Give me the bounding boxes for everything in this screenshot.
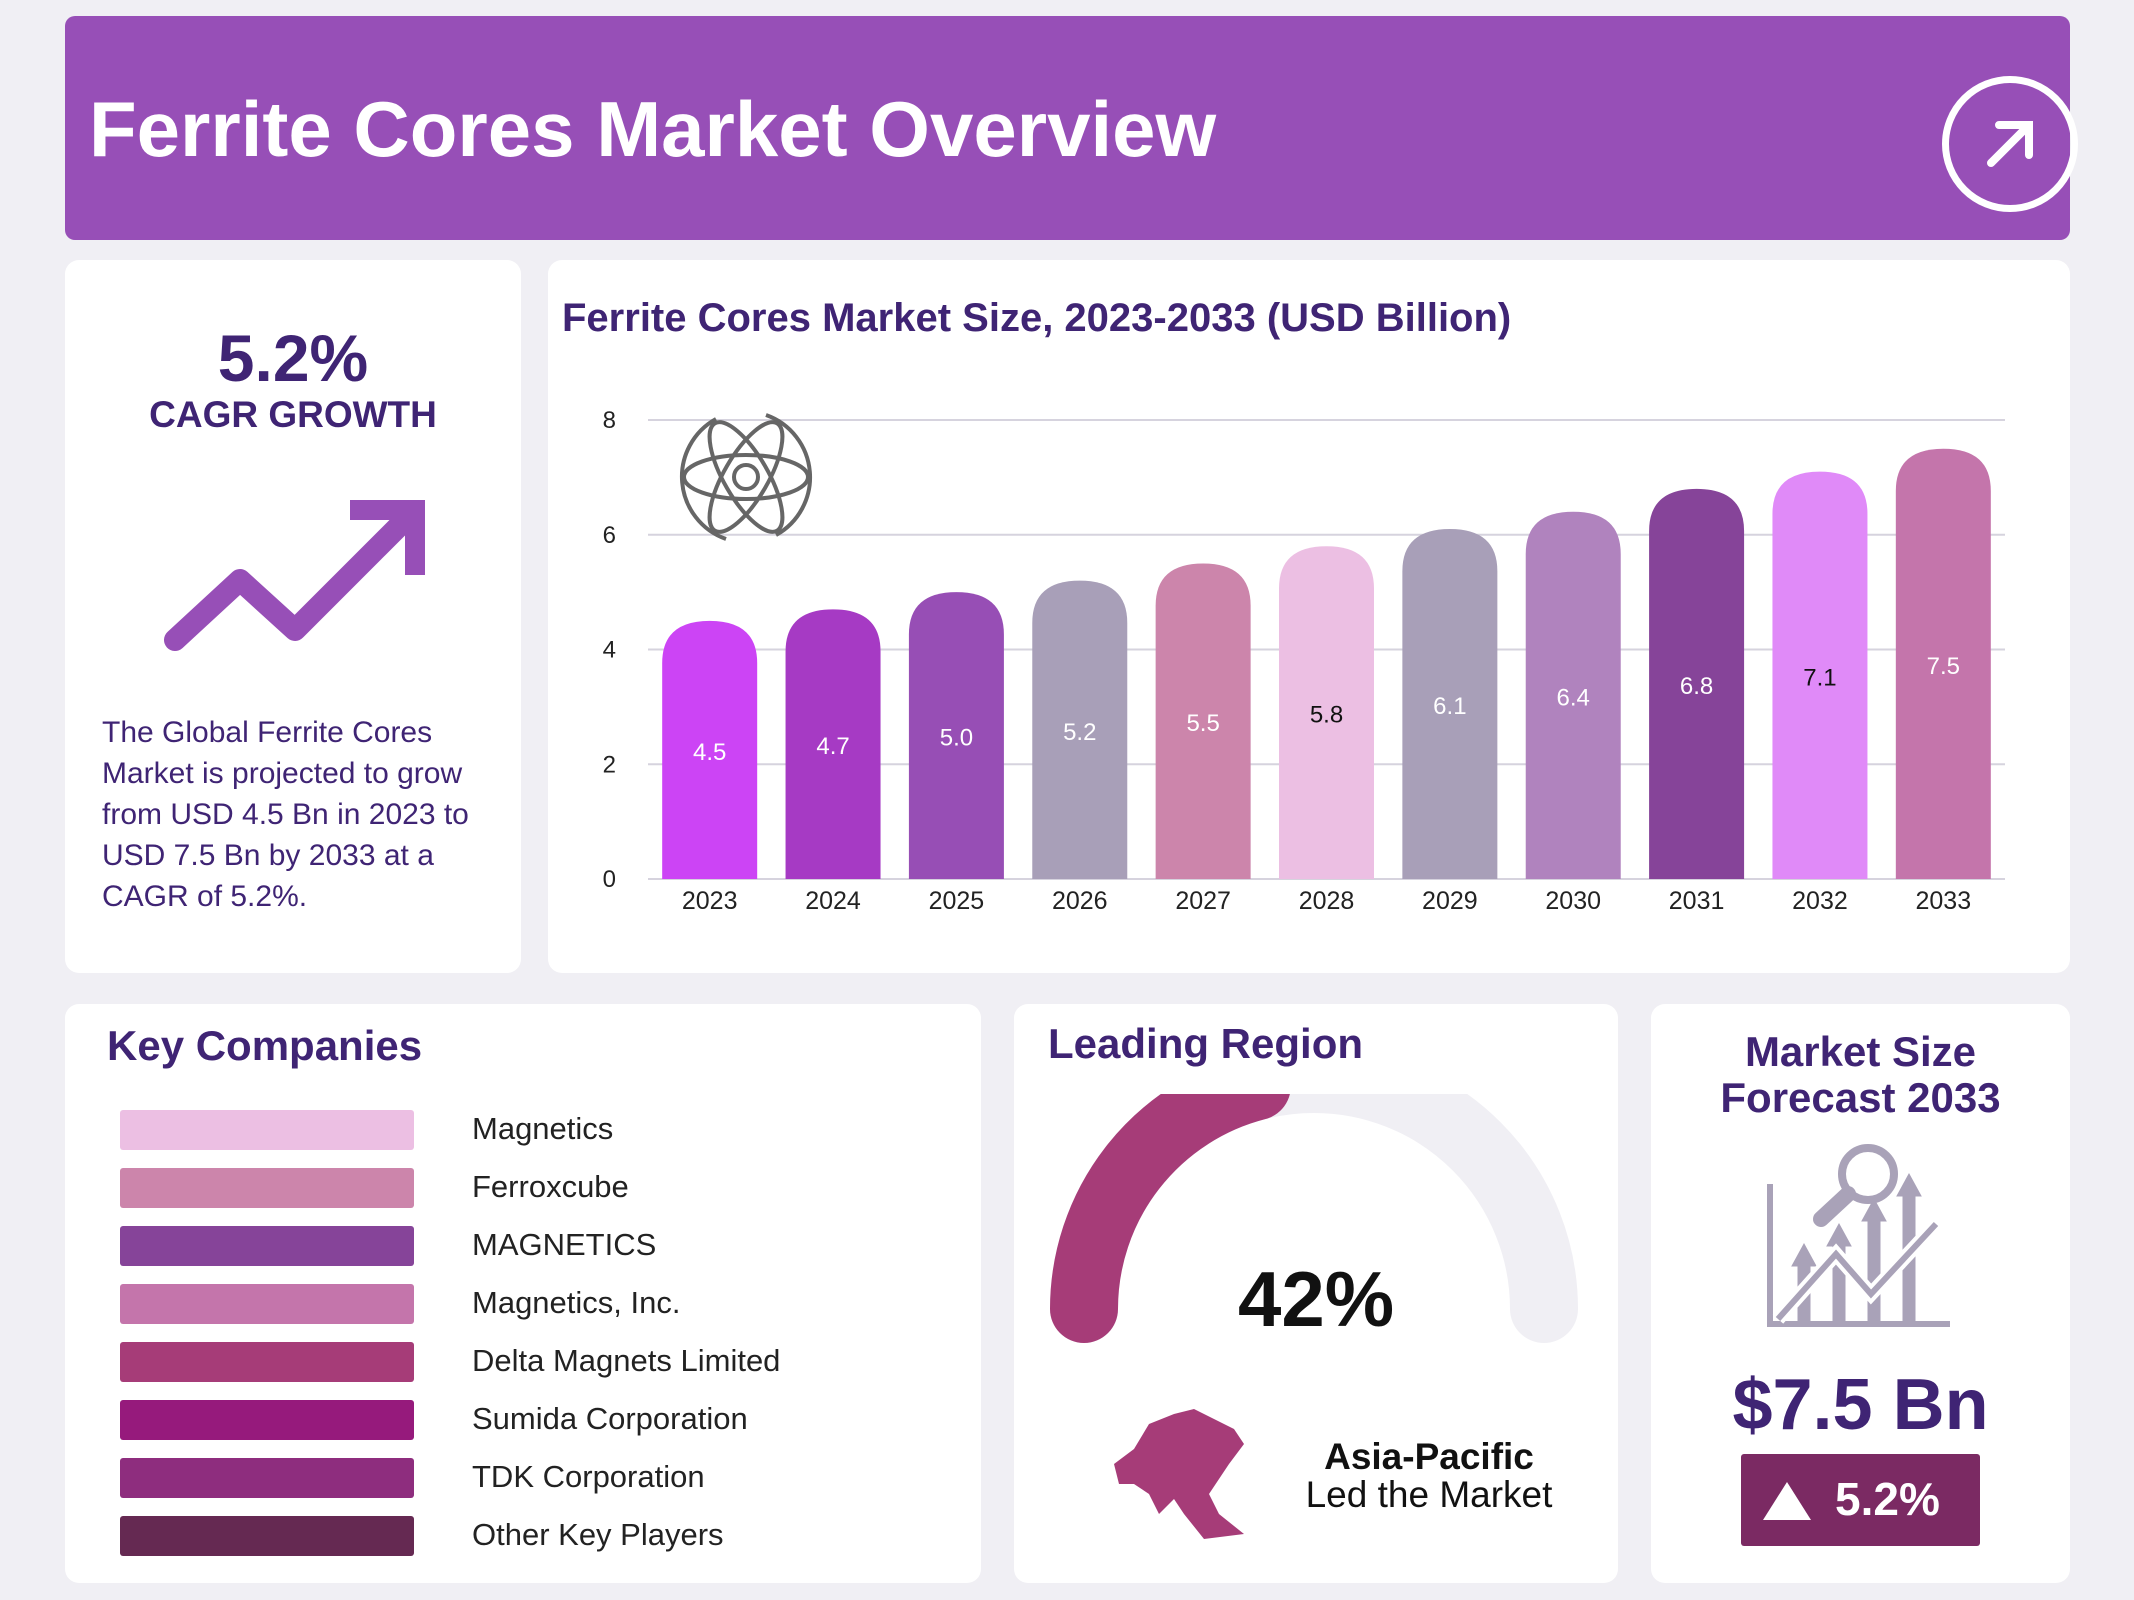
page-title: Ferrite Cores Market Overview [89, 85, 1217, 173]
company-swatch [120, 1400, 414, 1440]
growth-value: 5.2% [1835, 1473, 1940, 1525]
bar-value-label: 4.5 [693, 739, 726, 766]
company-swatch [120, 1226, 414, 1266]
x-tick-label: 2029 [1422, 887, 1478, 915]
chart-title: Ferrite Cores Market Size, 2023-2033 (US… [562, 296, 1512, 340]
company-name: Magnetics, Inc. [472, 1285, 681, 1320]
x-tick-label: 2033 [1916, 887, 1972, 915]
cagr-label: CAGR GROWTH [149, 394, 437, 435]
bar [1032, 580, 1128, 879]
region-subtitle: Led the Market [1305, 1474, 1553, 1515]
forecast-card: Market Size Forecast 2033 $7.5 Bn 5.2% [1651, 1004, 2070, 1583]
company-swatch [120, 1458, 414, 1498]
bar-value-label: 5.2 [1063, 719, 1096, 746]
company-name: Sumida Corporation [472, 1401, 748, 1436]
bar-value-label: 6.8 [1680, 673, 1713, 700]
company-name: MAGNETICS [472, 1227, 657, 1262]
x-tick-label: 2024 [805, 887, 861, 915]
company-name: Magnetics [472, 1111, 614, 1146]
x-tick-label: 2027 [1175, 887, 1231, 915]
bar [1155, 563, 1251, 879]
forecast-value: $7.5 Bn [1732, 1365, 1989, 1445]
bar [1402, 529, 1498, 879]
forecast-title-line2: Forecast 2033 [1720, 1074, 2001, 1121]
bar [1649, 488, 1745, 879]
bar [1525, 511, 1621, 879]
analytics-chart-icon [1767, 1144, 1950, 1327]
y-tick-label: 6 [603, 522, 616, 549]
header-banner: Ferrite Cores Market Overview [65, 16, 2078, 240]
company-name: TDK Corporation [472, 1459, 705, 1494]
bar-value-label: 4.7 [816, 733, 849, 760]
region-name: Asia-Pacific [1324, 1436, 1534, 1477]
bar [1895, 448, 1991, 879]
company-name: Other Key Players [472, 1517, 724, 1552]
bar-value-label: 7.1 [1803, 664, 1836, 691]
bar-value-label: 7.5 [1927, 653, 1960, 680]
bar-value-label: 5.8 [1310, 702, 1343, 729]
bar [1772, 471, 1868, 879]
bar-value-label: 6.4 [1557, 684, 1590, 711]
bar-chart: 0 2 4 6 8 4.5 2023 4.7 2024 5.0 2025 5.2 2026 5.5 2027… [603, 407, 2005, 915]
y-tick-label: 4 [603, 637, 616, 664]
bar [1279, 546, 1374, 879]
bar [662, 620, 758, 879]
x-tick-label: 2026 [1052, 887, 1108, 915]
bar-value-label: 5.5 [1186, 710, 1219, 737]
bar-value-label: 6.1 [1433, 693, 1466, 720]
cagr-value: 5.2% [217, 321, 369, 395]
cagr-description: The Global Ferrite Cores Market is proje… [102, 716, 469, 913]
x-tick-label: 2023 [682, 887, 738, 915]
x-tick-label: 2031 [1669, 887, 1725, 915]
company-swatch [120, 1516, 414, 1556]
x-tick-label: 2028 [1299, 887, 1355, 915]
bar [785, 609, 881, 879]
cagr-card: 5.2% CAGR GROWTH The Global Ferrite Core… [65, 260, 521, 973]
forecast-title-line1: Market Size [1744, 1028, 1977, 1075]
share-gauge [1050, 1094, 1578, 1343]
company-swatch [120, 1168, 414, 1208]
y-tick-label: 0 [603, 866, 616, 893]
atom-cycle-icon [679, 413, 813, 541]
bar [908, 592, 1004, 879]
x-tick-label: 2032 [1792, 887, 1848, 915]
trend-up-arrow-icon [164, 500, 425, 651]
company-swatch [120, 1110, 414, 1150]
company-swatch [120, 1342, 414, 1382]
chart-card: Ferrite Cores Market Size, 2023-2033 (US… [548, 260, 2070, 973]
bar-value-label: 5.0 [940, 725, 973, 752]
region-share: 42% [1237, 1255, 1395, 1343]
y-tick-label: 2 [603, 751, 616, 778]
region-title: Leading Region [1048, 1020, 1363, 1067]
company-name: Delta Magnets Limited [472, 1343, 781, 1378]
companies-title: Key Companies [107, 1022, 423, 1069]
x-tick-label: 2030 [1545, 887, 1601, 915]
growth-badge: 5.2% [1741, 1454, 1980, 1546]
triangle-up-icon [1763, 1482, 1811, 1520]
region-card: Leading Region 42% Asia-Pacific Led the … [1014, 1004, 1618, 1583]
company-name: Ferroxcube [472, 1169, 629, 1204]
company-swatch [120, 1284, 414, 1324]
y-tick-label: 8 [603, 407, 616, 434]
arrow-up-right-icon [1942, 76, 2078, 212]
asia-map-icon [1114, 1409, 1244, 1539]
x-tick-label: 2025 [929, 887, 985, 915]
